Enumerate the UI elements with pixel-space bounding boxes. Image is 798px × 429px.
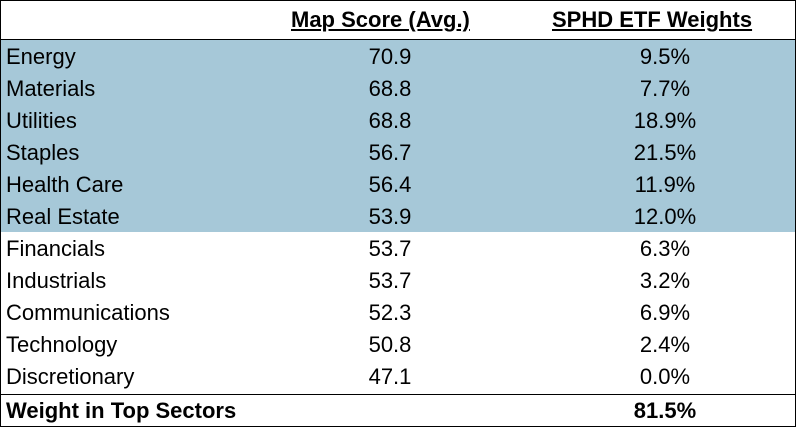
table-row: Technology 50.8 2.4% xyxy=(1,328,795,360)
table-row: Real Estate 53.9 12.0% xyxy=(1,200,795,232)
table-row: Discretionary 47.1 0.0% xyxy=(1,360,795,392)
table-row: Staples 56.7 21.5% xyxy=(1,136,795,168)
sector-name: Energy xyxy=(6,44,76,69)
footer-divider xyxy=(1,394,795,395)
table-body: Energy 70.9 9.5% Materials 68.8 7.7% Utilities… xyxy=(1,40,795,392)
etf-weight-value: 11.9% xyxy=(634,172,696,197)
map-score-value: 68.8 xyxy=(368,108,412,133)
etf-weight-value: 6.9% xyxy=(639,300,691,325)
map-score-value: 47.1 xyxy=(368,364,412,389)
table-row: Utilities 68.8 18.9% xyxy=(1,104,795,136)
sector-name: Technology xyxy=(6,332,118,357)
etf-weight-value: 0.0% xyxy=(639,364,691,389)
table-footer: Weight in Top Sectors 81.5% xyxy=(1,395,795,427)
sector-name: Discretionary xyxy=(6,364,135,389)
map-score-value: 53.7 xyxy=(368,236,412,261)
sector-name: Industrials xyxy=(6,268,107,293)
sector-name: Communications xyxy=(6,300,170,325)
etf-weight-value: 21.5% xyxy=(633,140,697,165)
etf-weight-value: 7.7% xyxy=(639,76,691,101)
table-row: Communications 52.3 6.9% xyxy=(1,296,795,328)
sector-name: Staples xyxy=(6,140,80,165)
sector-name: Real Estate xyxy=(6,204,120,229)
sector-name: Materials xyxy=(6,76,96,101)
map-score-value: 68.8 xyxy=(368,76,412,101)
sector-name: Utilities xyxy=(6,108,77,133)
table-row: Materials 68.8 7.7% xyxy=(1,72,795,104)
etf-weight-value: 3.2% xyxy=(639,268,691,293)
table-row: Financials 53.7 6.3% xyxy=(1,232,795,264)
map-score-value: 56.4 xyxy=(368,172,412,197)
etf-weight-value: 18.9% xyxy=(633,108,697,133)
map-score-value: 56.7 xyxy=(368,140,412,165)
footer-label: Weight in Top Sectors xyxy=(6,398,237,423)
map-score-value: 52.3 xyxy=(368,300,412,325)
header-divider xyxy=(1,39,795,40)
map-score-value: 53.7 xyxy=(368,268,412,293)
header-sphd-weights: SPHD ETF Weights xyxy=(552,7,753,32)
map-score-value: 70.9 xyxy=(368,44,412,69)
etf-weight-value: 6.3% xyxy=(639,236,691,261)
table-row: Industrials 53.7 3.2% xyxy=(1,264,795,296)
sector-name: Financials xyxy=(6,236,106,261)
table-row: Health Care 56.4 11.9% xyxy=(1,168,795,200)
etf-weight-value: 9.5% xyxy=(639,44,691,69)
sector-name: Health Care xyxy=(6,172,124,197)
map-score-value: 53.9 xyxy=(368,204,412,229)
header-map-score: Map Score (Avg.) xyxy=(291,7,470,32)
table-row: Energy 70.9 9.5% xyxy=(1,40,795,72)
footer-total: 81.5% xyxy=(633,398,697,423)
table-header: Map Score (Avg.) SPHD ETF Weights xyxy=(1,1,795,41)
etf-weight-value: 12.0% xyxy=(633,204,697,229)
map-score-value: 50.8 xyxy=(368,332,412,357)
etf-weight-value: 2.4% xyxy=(639,332,691,357)
